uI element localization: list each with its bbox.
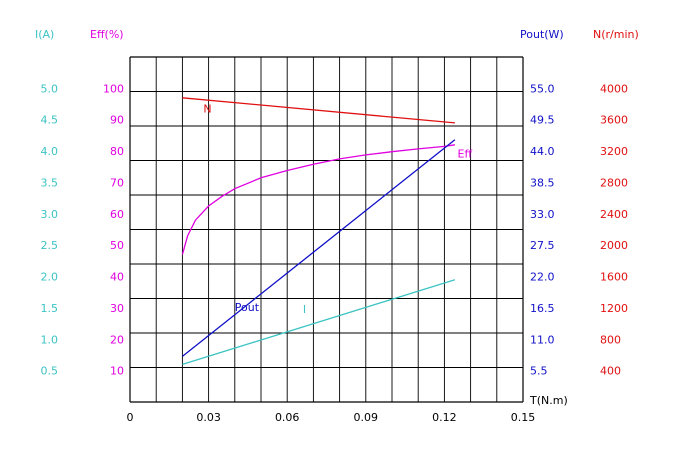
x-tick-label: 0.03 [196, 411, 221, 424]
n-tick-label: 4000 [600, 82, 628, 95]
eff-tick-label: 90 [110, 114, 124, 127]
x-tick-label: 0.09 [354, 411, 379, 424]
n-tick-label: 3600 [600, 114, 628, 127]
eff-tick-label: 100 [103, 82, 124, 95]
i-tick-label: 5.0 [41, 82, 59, 95]
efficiency-axis-title: Eff(%) [90, 28, 124, 41]
pout-tick-label: 27.5 [530, 239, 555, 252]
eff-tick-label: 30 [110, 302, 124, 315]
eff-tick-label: 60 [110, 208, 124, 221]
output-power-axis-title: Pout(W) [520, 28, 564, 41]
x-tick-label: 0 [127, 411, 134, 424]
x-tick-label: 0.06 [275, 411, 300, 424]
n-tick-label: 3200 [600, 145, 628, 158]
eff-series-label: Eff [458, 147, 473, 160]
pout-tick-label: 38.5 [530, 176, 555, 189]
n-tick-label: 2400 [600, 208, 628, 221]
x-tick-label: 0.12 [432, 411, 457, 424]
eff-series-line [181, 144, 455, 255]
pout-tick-label: 22.0 [530, 271, 555, 284]
pout-tick-label: 16.5 [530, 302, 555, 315]
pout-tick-label: 44.0 [530, 145, 555, 158]
eff-tick-label: 80 [110, 145, 124, 158]
i-tick-label: 1.0 [41, 333, 59, 346]
n-series-label: N [203, 103, 211, 116]
i-tick-label: 4.0 [41, 145, 59, 158]
x-tick-label: 0.15 [511, 411, 536, 424]
pout-tick-label: 33.0 [530, 208, 555, 221]
n-tick-label: 400 [600, 365, 621, 378]
pout-series-label: Pout [235, 301, 260, 314]
eff-tick-label: 50 [110, 239, 124, 252]
i-series-label: I [303, 303, 306, 316]
pout-tick-label: 11.0 [530, 333, 555, 346]
n-tick-label: 1200 [600, 302, 628, 315]
i-tick-label: 3.5 [41, 176, 59, 189]
i-tick-label: 0.5 [41, 365, 59, 378]
eff-tick-label: 70 [110, 176, 124, 189]
pout-tick-label: 5.5 [530, 365, 548, 378]
current-axis-title: I(A) [35, 28, 54, 41]
speed-axis-title: N(r/min) [593, 28, 639, 41]
tick-labels: 0.5 1.0 1.5 2.0 2.5 3.0 3.5 4.0 4.5 5.0 10 20 30 40 50… [41, 82, 629, 424]
n-tick-label: 2000 [600, 239, 628, 252]
pout-tick-label: 49.5 [530, 114, 555, 127]
i-tick-label: 2.5 [41, 239, 59, 252]
n-tick-label: 800 [600, 333, 621, 346]
i-tick-label: 4.5 [41, 114, 59, 127]
data-series: N Eff Pout I [181, 97, 473, 366]
torque-axis-title: T(N.m) [529, 394, 568, 407]
eff-tick-label: 40 [110, 271, 124, 284]
pout-tick-label: 55.0 [530, 82, 555, 95]
eff-tick-label: 20 [110, 333, 124, 346]
n-series-line [182, 97, 455, 124]
i-tick-label: 2.0 [41, 271, 59, 284]
i-tick-label: 3.0 [41, 208, 59, 221]
eff-tick-label: 10 [110, 365, 124, 378]
axis-titles: I(A) Eff(%) Pout(W) N(r/min) T(N.m) [35, 28, 639, 407]
i-series-line [182, 279, 456, 366]
plot-grid [129, 56, 524, 403]
n-tick-label: 2800 [600, 176, 628, 189]
n-tick-label: 1600 [600, 271, 628, 284]
pout-series-line [181, 139, 456, 357]
i-tick-label: 1.5 [41, 302, 59, 315]
